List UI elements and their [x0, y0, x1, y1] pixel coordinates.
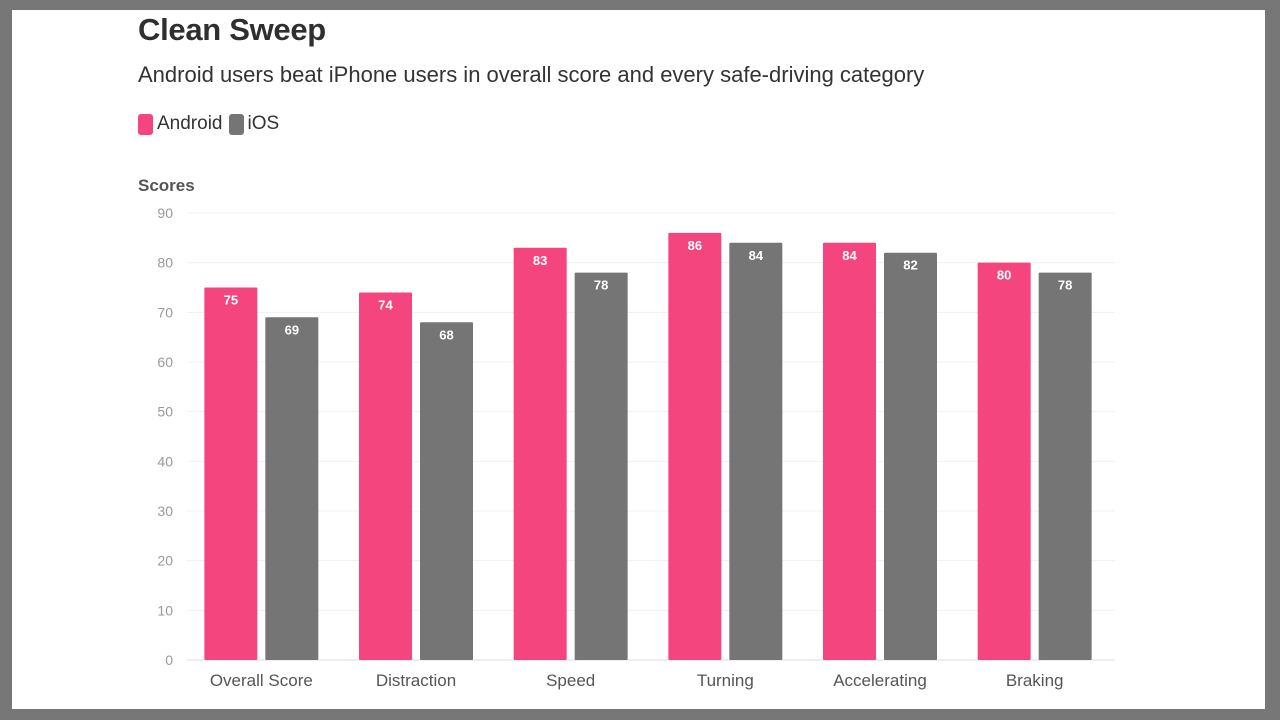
bar-android-braking[interactable]: [977, 262, 1031, 660]
legend-swatch-android: [138, 113, 153, 135]
data-label-ios-accelerating: 82: [903, 258, 917, 273]
y-tick-label: 30: [157, 503, 173, 519]
chart-subtitle: Android users beat iPhone users in overa…: [138, 62, 925, 87]
bar-android-turning[interactable]: [668, 232, 722, 660]
y-tick-label: 20: [157, 553, 173, 569]
legend-swatch-ios: [228, 113, 244, 135]
x-tick-label-turning: Turning: [697, 671, 754, 690]
y-tick-label: 70: [157, 304, 173, 320]
bar-ios-turning[interactable]: [729, 242, 783, 661]
legend-label-android: Android: [157, 113, 223, 134]
bar-ios-braking[interactable]: [1038, 272, 1092, 660]
chart-card: Clean Sweep Android users beat iPhone us…: [12, 10, 1265, 709]
y-tick-label: 0: [165, 652, 173, 668]
bar-ios-overall-score[interactable]: [265, 317, 319, 660]
bar-group-braking: 80 78: [977, 262, 1092, 660]
data-label-android-accelerating: 84: [842, 248, 857, 263]
data-label-android-braking: 80: [997, 268, 1011, 283]
y-axis-title: Scores: [138, 176, 195, 195]
data-label-android-overall-score: 75: [224, 293, 238, 308]
bar-android-overall-score[interactable]: [204, 287, 258, 661]
data-label-ios-braking: 78: [1058, 278, 1072, 293]
bars: 75 69 74 68 83 78 86 84 84 82 80 78: [204, 232, 1092, 661]
bar-android-distraction[interactable]: [359, 292, 412, 660]
x-tick-label-speed: Speed: [546, 671, 595, 690]
legend-label-ios: iOS: [247, 113, 280, 134]
chart-title: Clean Sweep: [138, 12, 326, 47]
bar-group-speed: 83 78: [513, 247, 628, 660]
bar-group-overall-score: 75 69: [204, 287, 319, 661]
legend-item-ios[interactable]: iOS: [228, 113, 280, 135]
x-axis-labels: Overall Score Distraction Speed Turning Acce…: [210, 671, 1064, 690]
x-tick-label-distraction: Distraction: [376, 671, 456, 690]
data-label-android-speed: 83: [533, 253, 547, 268]
data-label-ios-overall-score: 69: [285, 322, 299, 337]
legend: Android iOS: [138, 113, 285, 135]
bar-ios-accelerating[interactable]: [884, 252, 937, 660]
data-label-android-turning: 86: [688, 238, 702, 253]
data-label-ios-turning: 84: [749, 248, 764, 263]
bar-android-speed[interactable]: [513, 247, 567, 660]
y-tick-label: 80: [157, 255, 173, 271]
bar-group-turning: 86 84: [668, 232, 783, 661]
legend-item-android[interactable]: Android: [138, 113, 223, 135]
bar-ios-distraction[interactable]: [420, 322, 473, 660]
bar-group-accelerating: 84 82: [823, 242, 937, 661]
y-tick-label: 90: [157, 205, 173, 221]
bar-group-distraction: 74 68: [359, 292, 473, 660]
bar-ios-speed[interactable]: [574, 272, 628, 660]
data-label-android-distraction: 74: [378, 297, 393, 312]
y-tick-label: 40: [157, 453, 173, 469]
y-tick-label: 50: [157, 404, 173, 420]
gridlines: [187, 212, 1115, 661]
y-axis-ticks: 0 10 20 30 40 50 60 70 80 90: [157, 205, 173, 668]
bar-android-accelerating[interactable]: [823, 242, 876, 661]
x-tick-label-braking: Braking: [1006, 671, 1064, 690]
x-tick-label-accelerating: Accelerating: [833, 671, 927, 690]
y-tick-label: 10: [157, 602, 173, 618]
x-tick-label-overall-score: Overall Score: [210, 671, 313, 690]
y-tick-label: 60: [157, 354, 173, 370]
data-label-ios-distraction: 68: [439, 327, 453, 342]
data-label-ios-speed: 78: [594, 278, 608, 293]
